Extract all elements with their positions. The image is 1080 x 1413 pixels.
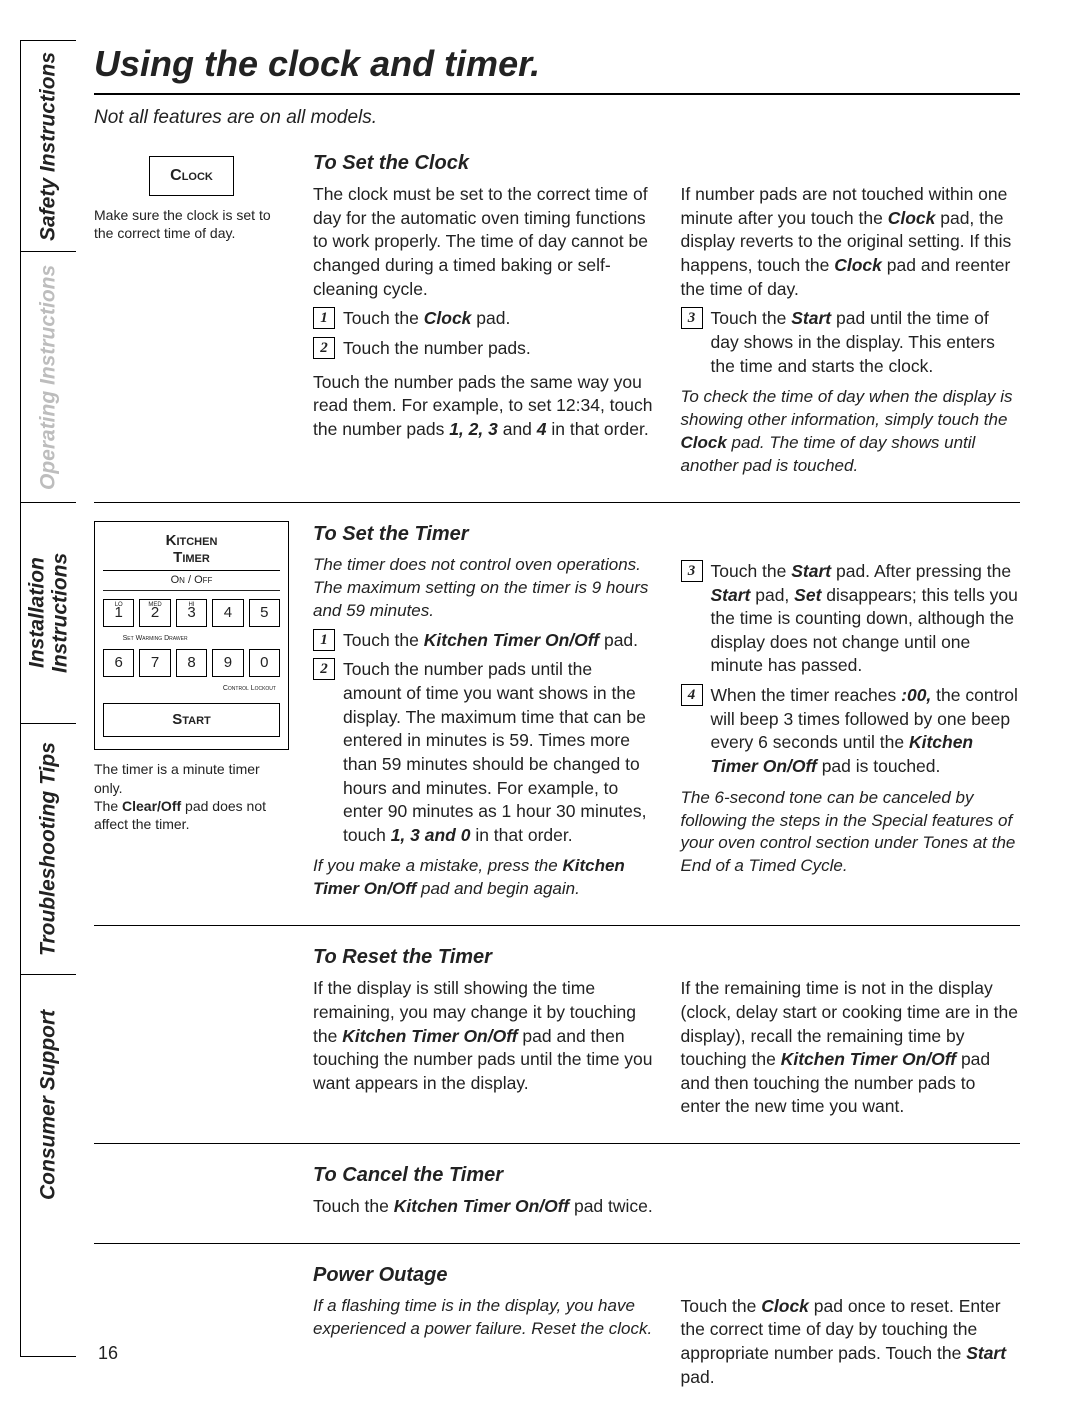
reset-left: If the display is still showing the time… — [313, 977, 653, 1095]
start-button-illustration: Start — [103, 703, 280, 737]
keypad-key-2: MED2 — [139, 599, 170, 627]
keypad-key-1: LO1 — [103, 599, 134, 627]
section-cancel-timer: To Cancel the Timer Touch the Kitchen Ti… — [94, 1162, 1020, 1244]
timer-mistake: If you make a mistake, press the Kitchen… — [313, 855, 653, 901]
keypad-title: KitchenTimer — [103, 532, 280, 572]
section-set-clock: Clock Make sure the clock is set to the … — [94, 150, 1020, 503]
tab-installation: InstallationInstructions — [21, 503, 76, 723]
tab-consumer: Consumer Support — [21, 975, 76, 1235]
keypad-key-3: HI3 — [176, 599, 207, 627]
timer-step-3: Touch the Start pad. After pressing the … — [711, 560, 1021, 678]
outage-right: Touch the Clock pad once to reset. Enter… — [681, 1295, 1021, 1390]
cancel-text: Touch the Kitchen Timer On/Off pad twice… — [313, 1195, 1020, 1219]
keypad-key-4: 4 — [212, 599, 243, 627]
clock-step-1: Touch the Clock pad. — [343, 307, 653, 331]
clock-button-illustration: Clock — [149, 156, 234, 196]
tab-safety: Safety Instructions — [21, 41, 76, 251]
side-tab-bar: Safety Instructions Operating Instructio… — [20, 40, 76, 1357]
heading-cancel-timer: To Cancel the Timer — [313, 1162, 1020, 1189]
step-3-icon: 3 — [681, 307, 703, 329]
page-title: Using the clock and timer. — [94, 40, 1020, 95]
keypad-caption: The timer is a minute timer only.The Cle… — [94, 760, 289, 833]
timer-step-2: Touch the number pads until the amount o… — [343, 658, 653, 847]
keypad-illustration: KitchenTimer On / Off LO1MED2HI345 Set Wa… — [94, 521, 289, 750]
section-power-outage: Power Outage If a flashing time is in th… — [94, 1262, 1020, 1413]
keypad-foot-1: Set Warming Drawer — [103, 634, 207, 643]
clock-step-2: Touch the number pads. — [343, 337, 653, 361]
clock-intro: The clock must be set to the correct tim… — [313, 183, 653, 301]
clock-right-note: To check the time of day when the displa… — [681, 386, 1021, 478]
keypad-key-9: 9 — [212, 649, 243, 677]
keypad-key-0: 0 — [249, 649, 280, 677]
keypad-foot-2: Control Lockout — [212, 684, 280, 693]
step-2-icon: 2 — [313, 337, 335, 359]
step-2-icon: 2 — [313, 658, 335, 680]
keypad-key-8: 8 — [176, 649, 207, 677]
timer-step-1: Touch the Kitchen Timer On/Off pad. — [343, 629, 653, 653]
keypad-sub: On / Off — [103, 573, 280, 591]
keypad-key-7: 7 — [139, 649, 170, 677]
tab-troubleshooting: Troubleshooting Tips — [21, 724, 76, 974]
section-reset-timer: To Reset the Timer If the display is sti… — [94, 944, 1020, 1144]
step-3-icon: 3 — [681, 560, 703, 582]
keypad-key-6: 6 — [103, 649, 134, 677]
timer-step-4: When the timer reaches :00, the control … — [711, 684, 1021, 779]
step-1-icon: 1 — [313, 307, 335, 329]
heading-reset-timer: To Reset the Timer — [313, 944, 1020, 971]
heading-power-outage: Power Outage — [313, 1262, 1020, 1289]
heading-set-timer: To Set the Timer — [313, 521, 1020, 548]
outage-left: If a flashing time is in the display, yo… — [313, 1295, 653, 1341]
step-1-icon: 1 — [313, 629, 335, 651]
heading-set-clock: To Set the Clock — [313, 150, 1020, 177]
timer-intro: The timer does not control oven operatio… — [313, 554, 653, 623]
reset-right: If the remaining time is not in the disp… — [681, 977, 1021, 1119]
clock-caption: Make sure the clock is set to the correc… — [94, 206, 289, 242]
timer-right-note: The 6-second tone can be canceled by fol… — [681, 787, 1021, 879]
clock-step-3: Touch the Start pad until the time of da… — [711, 307, 1021, 378]
clock-right-intro: If number pads are not touched within on… — [681, 183, 1021, 301]
tab-operating: Operating Instructions — [21, 252, 76, 502]
keypad-key-5: 5 — [249, 599, 280, 627]
section-set-timer: KitchenTimer On / Off LO1MED2HI345Set Wa… — [94, 521, 1020, 926]
clock-para2: Touch the number pads the same way you r… — [313, 371, 653, 442]
subtitle: Not all features are on all models. — [94, 105, 1020, 131]
step-4-icon: 4 — [681, 684, 703, 706]
page-number: 16 — [98, 1341, 118, 1365]
